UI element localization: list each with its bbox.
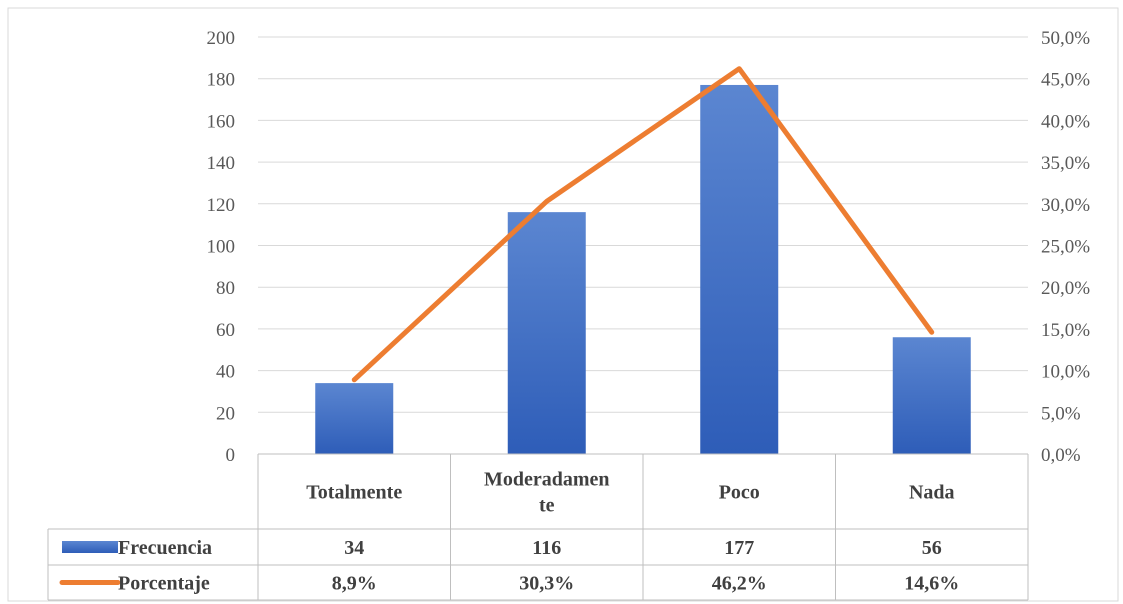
porcentaje-point xyxy=(353,378,356,381)
right-tick-label: 35,0% xyxy=(1041,153,1090,174)
left-tick-label: 80 xyxy=(216,278,235,299)
table-cell: 14,6% xyxy=(904,573,959,595)
porcentaje-line-series xyxy=(351,66,935,383)
left-tick-label: 200 xyxy=(207,28,236,49)
category-label: Moderadamen xyxy=(484,469,610,491)
frecuencia-bar xyxy=(507,212,586,454)
left-tick-label: 100 xyxy=(207,237,236,258)
left-tick-label: 140 xyxy=(207,153,236,174)
porcentaje-line xyxy=(351,66,935,383)
table-cell: 177 xyxy=(724,537,754,559)
table-cell: 46,2% xyxy=(712,573,767,595)
left-tick-label: 40 xyxy=(216,362,235,383)
right-tick-label: 40,0% xyxy=(1041,111,1090,132)
table-cell: 56 xyxy=(922,537,942,559)
frecuencia-bar xyxy=(315,383,394,454)
porcentaje-point xyxy=(738,67,741,70)
table-cell: 8,9% xyxy=(332,573,377,595)
right-tick-label: 5,0% xyxy=(1041,403,1081,424)
legend-swatch-frecuencia xyxy=(62,541,118,553)
left-tick-label: 60 xyxy=(216,320,235,341)
right-tick-label: 0,0% xyxy=(1041,445,1081,466)
porcentaje-point xyxy=(930,331,933,334)
right-axis: 0,0% 5,0% 10,0% 15,0% 20,0% 25,0% 30,0% 35,0% 40… xyxy=(1041,28,1090,466)
right-tick-label: 20,0% xyxy=(1041,278,1090,299)
category-label: Poco xyxy=(719,482,760,504)
right-tick-label: 30,0% xyxy=(1041,195,1090,216)
category-label: Nada xyxy=(909,482,955,504)
data-table: Totalmente Moderadamen te Poco Nada Frecuenci… xyxy=(47,453,1029,601)
porcentaje-point xyxy=(545,200,548,203)
frecuencia-bars xyxy=(315,84,971,454)
left-axis: 0 20 40 60 80 100 120 140 160 180 200 xyxy=(207,28,236,466)
right-tick-label: 25,0% xyxy=(1041,237,1090,258)
frecuencia-bar xyxy=(700,84,779,454)
left-tick-label: 180 xyxy=(207,70,236,91)
left-tick-label: 160 xyxy=(207,111,236,132)
left-tick-label: 20 xyxy=(216,403,235,424)
left-tick-label: 120 xyxy=(207,195,236,216)
table-cell: 34 xyxy=(344,537,364,559)
right-tick-label: 45,0% xyxy=(1041,70,1090,91)
left-tick-label: 0 xyxy=(226,445,236,466)
series-name: Porcentaje xyxy=(118,573,210,595)
series-name: Frecuencia xyxy=(118,537,212,559)
table-cell: 30,3% xyxy=(519,573,574,595)
category-label: te xyxy=(539,495,555,517)
right-tick-label: 50,0% xyxy=(1041,28,1090,49)
right-tick-label: 10,0% xyxy=(1041,362,1090,383)
frecuencia-bar xyxy=(892,337,971,454)
category-label: Totalmente xyxy=(306,482,402,504)
right-tick-label: 15,0% xyxy=(1041,320,1090,341)
table-cell: 116 xyxy=(532,537,561,559)
